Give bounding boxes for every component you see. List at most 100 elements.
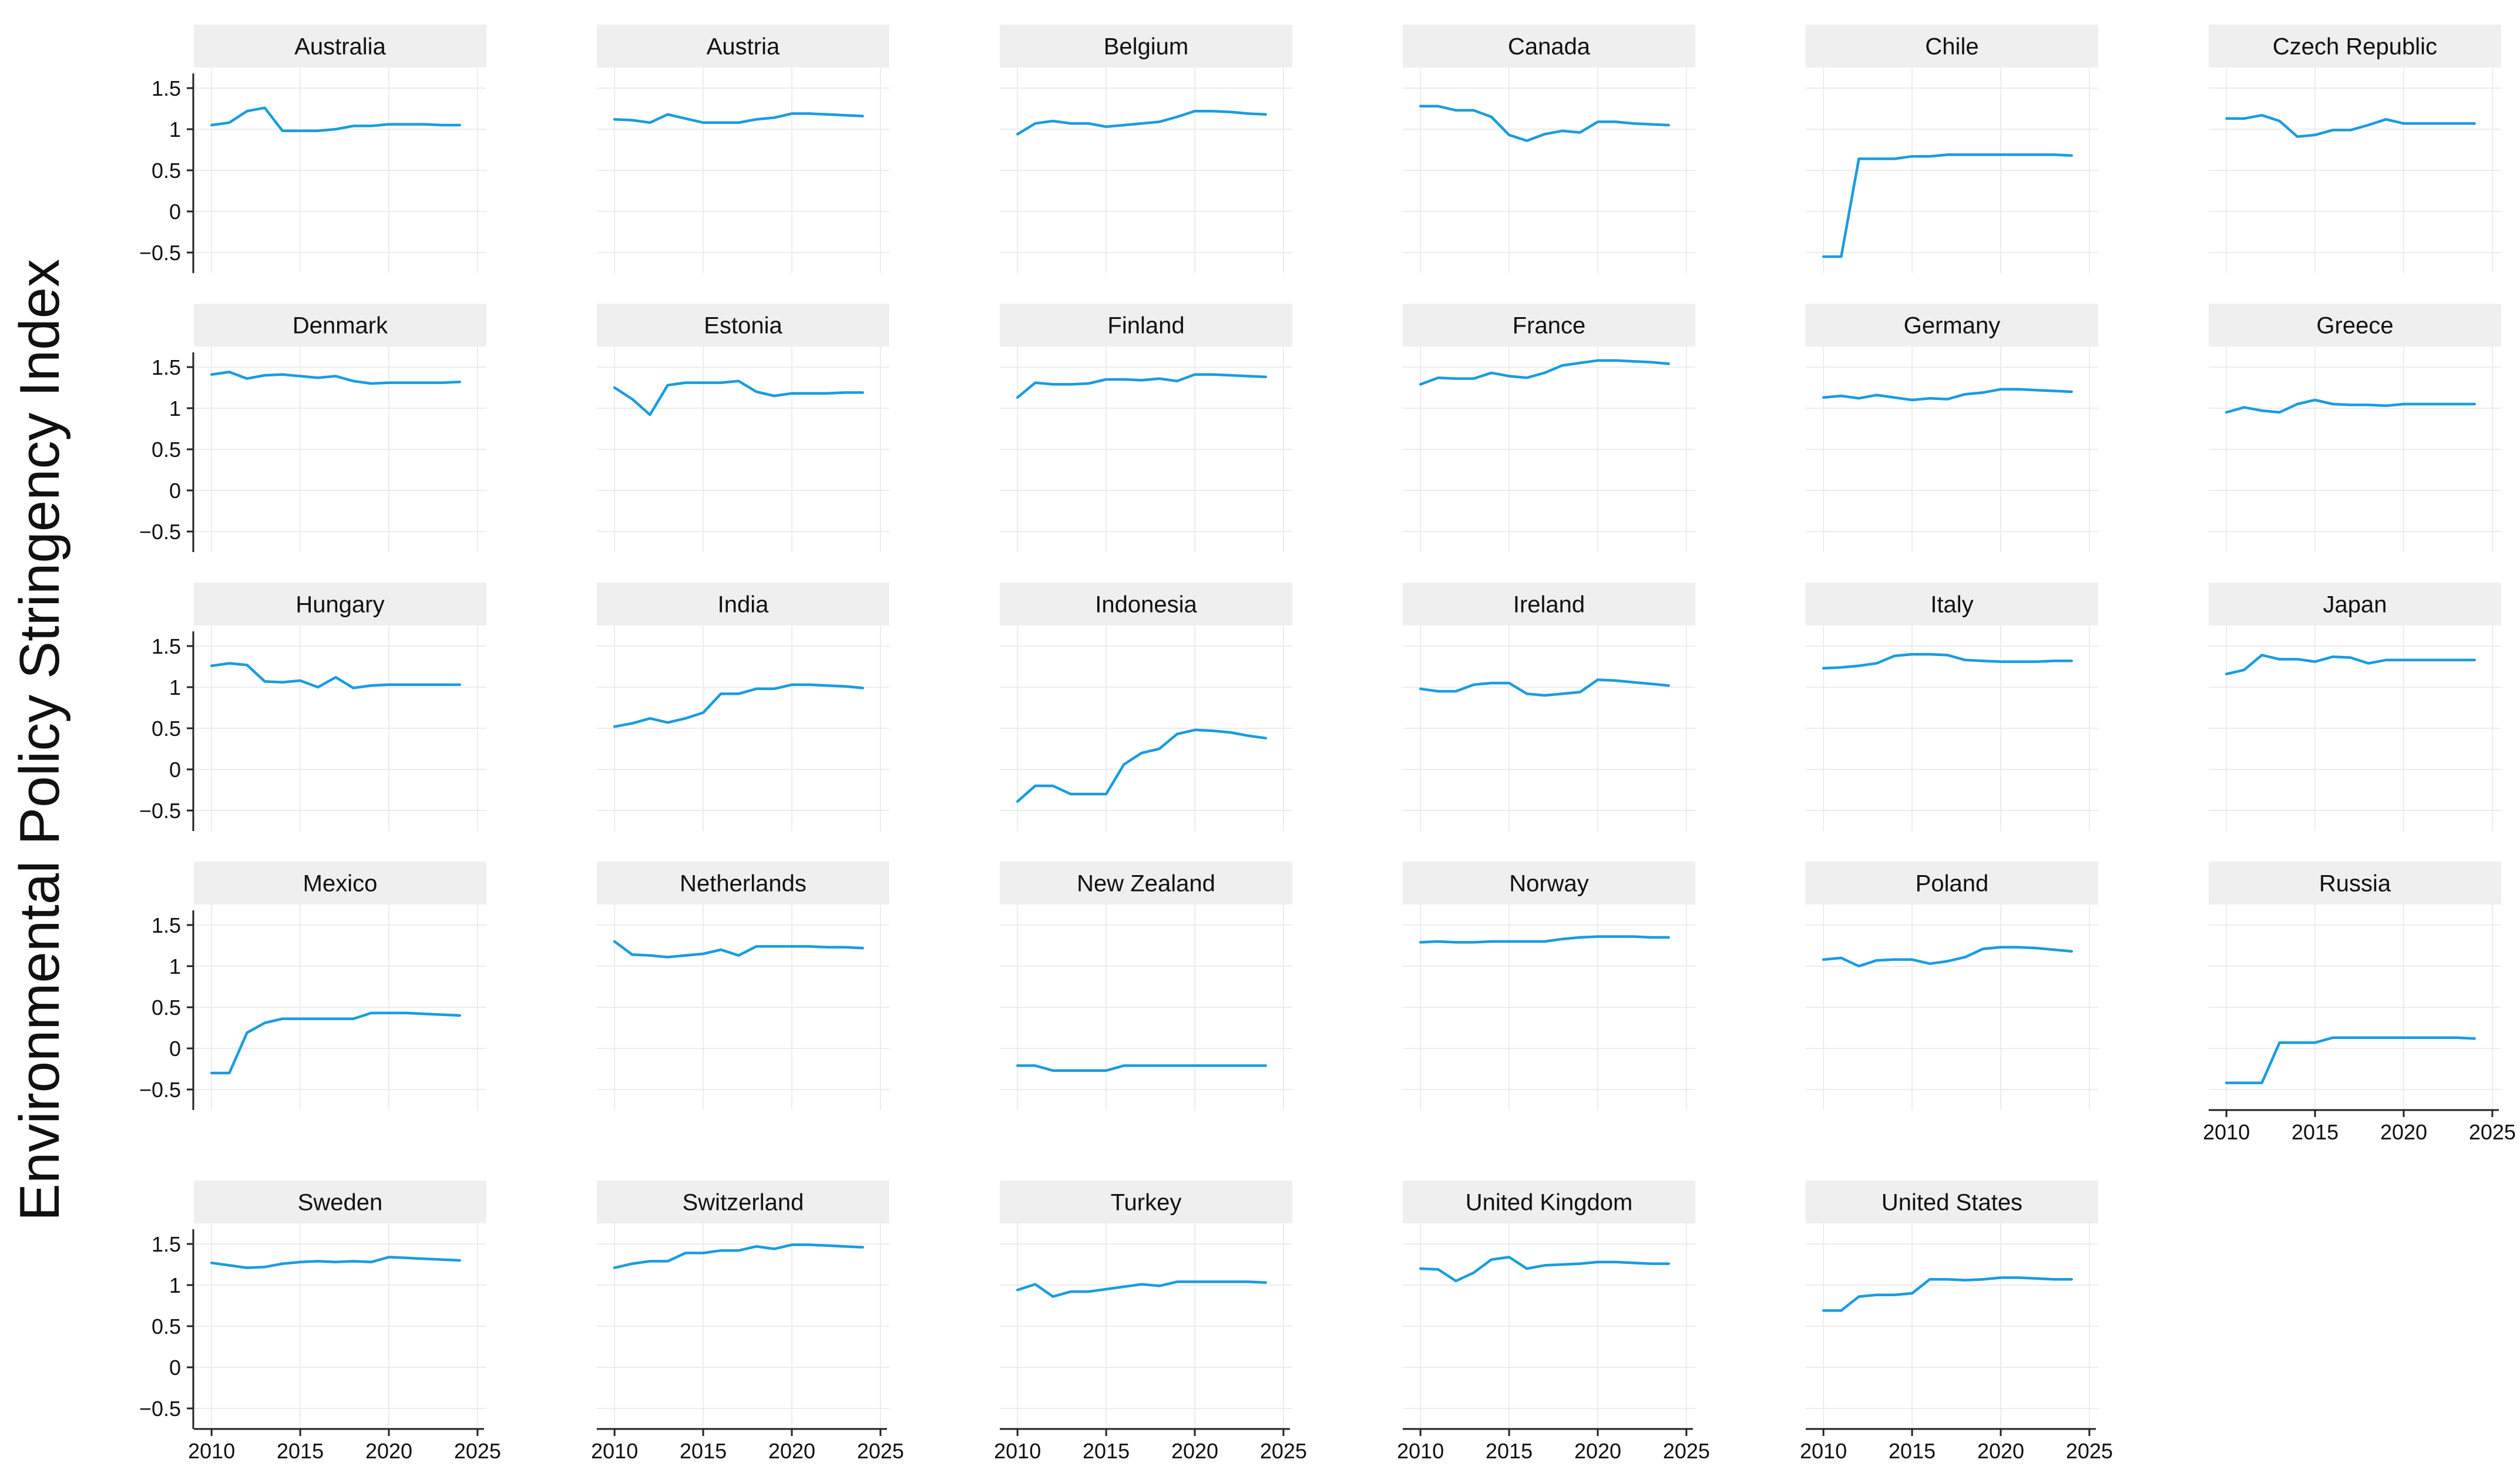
series-line [210, 1256, 461, 1269]
panel-title: Austria [707, 34, 780, 60]
series-line [1016, 109, 1267, 136]
series-line [1822, 153, 2073, 258]
series-line [210, 1011, 461, 1075]
panel: Australia −0.5 0 0.5 1 1.5 [139, 25, 486, 273]
series-line [613, 683, 864, 728]
series-line [1016, 1280, 1267, 1298]
panel-strip [1806, 1181, 2098, 1223]
panel-title: United Kingdom [1466, 1190, 1633, 1216]
panel-strip [1806, 25, 2098, 68]
panel-strip [1403, 1181, 1695, 1223]
series-line [210, 106, 461, 133]
y-tick-label: 1 [169, 1273, 181, 1297]
x-tick-label: 2015 [277, 1439, 324, 1463]
panel-title: Estonia [704, 313, 782, 339]
x-tick-label: 2010 [2203, 1120, 2250, 1144]
panel-strip [597, 304, 889, 347]
panel: Chile [1806, 25, 2098, 273]
panel-strip [1806, 304, 2098, 347]
panel: United States 2010 2015 2020 2025 [1800, 1181, 2113, 1463]
panel-title: Belgium [1104, 34, 1189, 60]
panel: Poland [1806, 862, 2098, 1110]
panel-title: Australia [294, 34, 386, 60]
panel-title: France [1513, 313, 1586, 339]
panel: Netherlands [597, 862, 889, 1110]
panel-title: New Zealand [1077, 871, 1215, 897]
y-tick-label: −0.5 [139, 241, 181, 265]
panel-title: Finland [1107, 313, 1184, 339]
series-line [1419, 1256, 1670, 1283]
x-tick-label: 2015 [1083, 1439, 1130, 1463]
panel-strip [194, 583, 486, 626]
x-tick-label: 2025 [2066, 1439, 2113, 1463]
y-tick-label: 1.5 [152, 634, 181, 658]
panel-title: Indonesia [1095, 592, 1197, 618]
x-tick-label: 2020 [768, 1439, 815, 1463]
panel-strip [1806, 862, 2098, 904]
panel: Czech Republic [2209, 25, 2501, 273]
panel-title: Japan [2323, 592, 2387, 618]
panel: Greece [2209, 304, 2501, 552]
series-line [2225, 398, 2476, 414]
panel-title: Ireland [1513, 592, 1585, 618]
panel-title: United States [1881, 1190, 2022, 1216]
panel-title: Germany [1904, 313, 2001, 339]
panel: Germany [1806, 304, 2098, 552]
x-tick-label: 2015 [1486, 1439, 1533, 1463]
panel-strip [194, 25, 486, 68]
y-tick-label: −0.5 [139, 1078, 181, 1102]
panel: Turkey 2010 2015 2020 2025 [994, 1181, 1307, 1463]
panel-title: Turkey [1111, 1190, 1182, 1216]
series-line [1822, 388, 2073, 402]
x-tick-label: 2010 [1397, 1439, 1444, 1463]
x-tick-label: 2010 [591, 1439, 638, 1463]
series-line [2225, 654, 2476, 675]
y-tick-label: 0 [169, 1037, 181, 1061]
panel: Russia 2010 2015 2020 2025 [2203, 862, 2516, 1144]
panel-strip [1403, 304, 1695, 347]
panel: Switzerland 2010 2015 2020 2025 [591, 1181, 904, 1463]
y-tick-label: 1 [169, 117, 181, 142]
x-tick-label: 2025 [2469, 1120, 2516, 1144]
panel-strip [597, 1181, 889, 1223]
y-tick-label: 1.5 [152, 355, 181, 379]
panel: Canada [1403, 25, 1695, 273]
panel: Estonia [597, 304, 889, 552]
series-line [1822, 946, 2073, 968]
panel-strip [194, 1181, 486, 1223]
x-tick-label: 2025 [454, 1439, 501, 1463]
x-tick-label: 2020 [1977, 1439, 2024, 1463]
panel-title: Russia [2319, 871, 2391, 897]
y-tick-label: 0 [169, 758, 181, 782]
panel-title: Czech Republic [2273, 34, 2437, 60]
y-tick-label: −0.5 [139, 799, 181, 823]
series-line [1419, 935, 1670, 944]
y-tick-label: 0.5 [152, 996, 181, 1020]
x-tick-label: 2010 [188, 1439, 235, 1463]
x-tick-label: 2020 [1574, 1439, 1621, 1463]
series-line [1822, 1276, 2073, 1312]
panel: France [1403, 304, 1695, 552]
x-tick-label: 2015 [680, 1439, 727, 1463]
x-tick-label: 2020 [2380, 1120, 2427, 1144]
x-tick-label: 2025 [1663, 1439, 1710, 1463]
panel-strip [1000, 583, 1292, 626]
series-line [1419, 105, 1670, 142]
panel-title: Netherlands [680, 871, 807, 897]
panel: Finland [1000, 304, 1292, 552]
x-tick-label: 2010 [1800, 1439, 1847, 1463]
panel-strip [2209, 862, 2501, 904]
panel-strip [2209, 25, 2501, 68]
panel: Hungary −0.5 0 0.5 1 1.5 [139, 583, 486, 831]
panel-strip [597, 25, 889, 68]
series-line [210, 662, 461, 690]
panel-strip [1806, 583, 2098, 626]
panel-strip [597, 862, 889, 904]
panel-strip [1000, 304, 1292, 347]
panel-title: Poland [1916, 871, 1989, 897]
panel: Austria [597, 25, 889, 273]
y-tick-label: 0 [169, 200, 181, 224]
x-tick-label: 2025 [1260, 1439, 1307, 1463]
panel: Japan [2209, 583, 2501, 831]
